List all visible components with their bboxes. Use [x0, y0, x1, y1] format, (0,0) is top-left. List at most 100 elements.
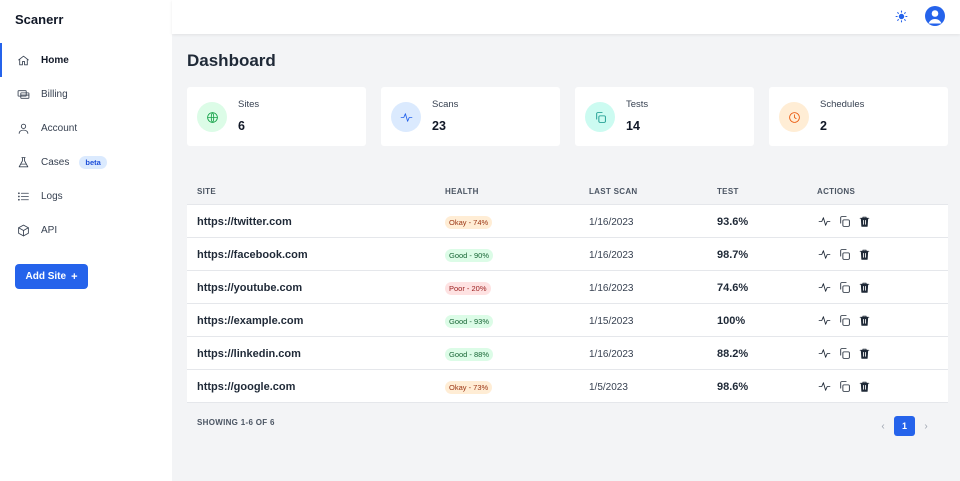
add-site-label: Add Site: [25, 271, 67, 282]
health-badge: Good - 90%: [445, 249, 494, 262]
pagination: ‹ 1 ›: [878, 416, 931, 436]
test-score: 98.6%: [717, 381, 749, 393]
table-header: SITE HEALTH LAST SCAN TEST ACTIONS: [187, 178, 948, 205]
row-actions: [817, 346, 948, 360]
brand-logo[interactable]: Scanerr: [15, 12, 64, 27]
home-icon: [16, 53, 30, 67]
sidebar-item-label: Account: [41, 122, 78, 134]
header-health: HEALTH: [445, 186, 479, 196]
copy-icon: [585, 102, 615, 132]
sites-table: SITE HEALTH LAST SCAN TEST ACTIONS https…: [187, 178, 948, 403]
cube-icon: [16, 223, 30, 237]
top-bar: [172, 0, 960, 34]
pulse-icon[interactable]: [817, 346, 831, 360]
test-score: 100%: [717, 315, 746, 327]
user-avatar-icon[interactable]: [925, 6, 945, 26]
sidebar-item-label: API: [41, 224, 58, 236]
last-scan-date: 1/16/2023: [589, 250, 634, 261]
row-actions: [817, 313, 948, 327]
trash-icon[interactable]: [857, 247, 871, 261]
last-scan-date: 1/16/2023: [589, 283, 634, 294]
pulse-icon[interactable]: [817, 280, 831, 294]
globe-icon: [197, 102, 227, 132]
last-scan-date: 1/15/2023: [589, 316, 634, 327]
last-scan-date: 1/16/2023: [589, 217, 634, 228]
table-row[interactable]: https://twitter.com Okay - 74% 1/16/2023 93…: [187, 205, 948, 238]
copy-icon[interactable]: [837, 313, 851, 327]
table-row[interactable]: https://youtube.com Poor - 20% 1/16/2023 74…: [187, 271, 948, 304]
sidebar-item-logs[interactable]: Logs: [0, 179, 172, 213]
site-link[interactable]: https://twitter.com: [197, 216, 292, 228]
sidebar-item-cases[interactable]: Cases beta: [0, 145, 172, 179]
health-badge: Poor - 20%: [445, 282, 491, 295]
stat-label: Scans: [432, 99, 459, 110]
site-link[interactable]: https://example.com: [197, 315, 304, 327]
stat-card-tests: Tests 14: [575, 87, 754, 146]
sidebar-item-account[interactable]: Account: [0, 111, 172, 145]
pulse-icon[interactable]: [817, 247, 831, 261]
last-scan-date: 1/5/2023: [589, 382, 628, 393]
page-button[interactable]: 1: [894, 416, 915, 436]
plus-icon: +: [71, 270, 78, 283]
add-site-button[interactable]: Add Site +: [15, 264, 88, 289]
stat-label: Tests: [626, 99, 649, 110]
header-actions: ACTIONS: [817, 186, 856, 196]
trash-icon[interactable]: [857, 280, 871, 294]
sidebar-item-api[interactable]: API: [0, 213, 172, 247]
row-actions: [817, 214, 948, 228]
health-badge: Good - 88%: [445, 348, 494, 361]
sidebar-item-billing[interactable]: Billing: [0, 77, 172, 111]
stat-card-sites: Sites 6: [187, 87, 366, 146]
trash-icon[interactable]: [857, 379, 871, 393]
table-row[interactable]: https://google.com Okay - 73% 1/5/2023 98.6…: [187, 370, 948, 403]
site-link[interactable]: https://facebook.com: [197, 249, 308, 261]
stat-value: 2: [820, 119, 827, 133]
sidebar-item-home[interactable]: Home: [0, 43, 172, 77]
site-link[interactable]: https://youtube.com: [197, 282, 303, 294]
last-scan-date: 1/16/2023: [589, 349, 634, 360]
beta-badge: beta: [79, 155, 107, 169]
header-test: TEST: [717, 186, 739, 196]
trash-icon[interactable]: [857, 346, 871, 360]
list-icon: [16, 189, 30, 203]
sidebar-item-label: Cases: [41, 156, 70, 168]
clock-icon: [779, 102, 809, 132]
row-actions: [817, 379, 948, 393]
health-badge: Okay - 74%: [445, 216, 493, 229]
sidebar: Scanerr Home Billing Account Cases beta …: [0, 0, 172, 481]
sidebar-item-label: Billing: [41, 88, 68, 100]
test-score: 88.2%: [717, 348, 749, 360]
stat-value: 23: [432, 119, 446, 133]
copy-icon[interactable]: [837, 379, 851, 393]
sun-icon[interactable]: [894, 9, 908, 23]
copy-icon[interactable]: [837, 280, 851, 294]
user-icon: [16, 121, 30, 135]
test-score: 74.6%: [717, 282, 749, 294]
site-link[interactable]: https://google.com: [197, 381, 296, 393]
copy-icon[interactable]: [837, 214, 851, 228]
next-page-button[interactable]: ›: [924, 420, 928, 432]
stat-value: 6: [238, 119, 245, 133]
prev-page-button[interactable]: ‹: [881, 420, 885, 432]
stat-value: 14: [626, 119, 640, 133]
trash-icon[interactable]: [857, 214, 871, 228]
copy-icon[interactable]: [837, 247, 851, 261]
copy-icon[interactable]: [837, 346, 851, 360]
test-score: 98.7%: [717, 249, 749, 261]
row-actions: [817, 247, 948, 261]
page-title: Dashboard: [187, 51, 276, 70]
pulse-icon[interactable]: [817, 313, 831, 327]
health-badge: Okay - 73%: [445, 381, 493, 394]
pulse-icon[interactable]: [817, 214, 831, 228]
site-link[interactable]: https://linkedin.com: [197, 348, 301, 360]
sidebar-item-label: Home: [41, 54, 69, 66]
billing-icon: [16, 87, 30, 101]
trash-icon[interactable]: [857, 313, 871, 327]
table-row[interactable]: https://facebook.com Good - 90% 1/16/2023 9…: [187, 238, 948, 271]
table-row[interactable]: https://linkedin.com Good - 88% 1/16/2023 8…: [187, 337, 948, 370]
table-row[interactable]: https://example.com Good - 93% 1/15/2023 10…: [187, 304, 948, 337]
pulse-icon[interactable]: [817, 379, 831, 393]
sidebar-nav: Home Billing Account Cases beta Logs API: [0, 43, 172, 247]
pulse-icon: [391, 102, 421, 132]
flask-icon: [16, 155, 30, 169]
